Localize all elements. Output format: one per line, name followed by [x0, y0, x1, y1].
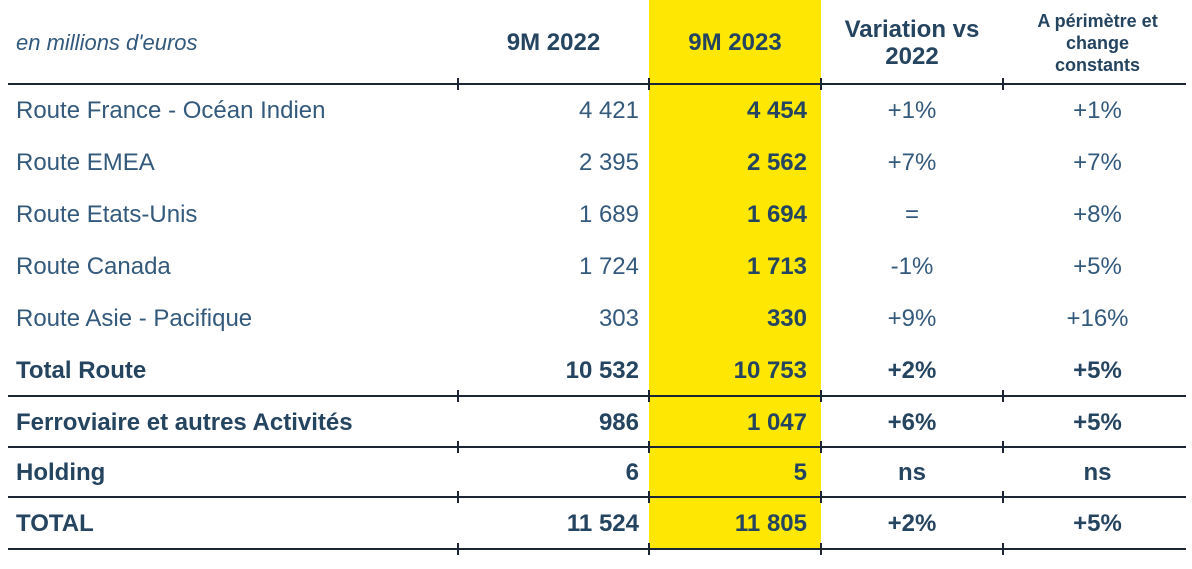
value-9m2023: 330 [766, 305, 807, 332]
value-constant: +7% [1073, 149, 1122, 176]
row-label: Route Asie - Pacifique [16, 305, 253, 332]
table-row-route-asie-pacifique: Route Asie - Pacifique 303 330 +9% +16% [0, 293, 1192, 345]
value-9m2022: 303 [598, 305, 639, 332]
value-9m2022: 1 724 [578, 253, 639, 280]
value-9m2023: 4 454 [746, 97, 807, 124]
value-variation: +9% [887, 305, 937, 332]
value-variation: = [904, 201, 919, 228]
table-row-holding: Holding 6 5 ns ns [0, 448, 1192, 498]
row-label: Total Route [16, 357, 147, 384]
table-row-route-canada: Route Canada 1 724 1 713 -1% +5% [0, 241, 1192, 293]
column-tick [457, 543, 459, 555]
value-variation: -1% [890, 253, 934, 280]
row-label: Route Etats-Unis [16, 201, 198, 228]
table-row-route-etats-unis: Route Etats-Unis 1 689 1 694 = +8% [0, 189, 1192, 241]
value-9m2022: 11 524 [566, 510, 639, 537]
table-body: Route France - Océan Indien 4 421 4 454 … [0, 85, 1192, 550]
column-tick [648, 491, 650, 503]
column-header-variation: Variation vs 2022 [844, 15, 980, 70]
table-row-route-emea: Route EMEA 2 395 2 562 +7% +7% [0, 137, 1192, 189]
table-row-route-france-ocean-indien: Route France - Océan Indien 4 421 4 454 … [0, 85, 1192, 137]
value-9m2022: 4 421 [578, 97, 639, 124]
row-label: Route EMEA [16, 149, 155, 176]
highlight-column-9m2023 [649, 0, 821, 550]
value-constant: ns [1083, 459, 1112, 486]
column-tick [820, 78, 822, 90]
value-constant: +5% [1073, 253, 1122, 280]
rule-under-holding [8, 491, 1186, 503]
column-tick [457, 78, 459, 90]
column-tick [1002, 441, 1004, 453]
value-9m2023: 1 047 [746, 408, 807, 436]
value-9m2023: 5 [793, 459, 807, 486]
row-label: Route France - Océan Indien [16, 97, 326, 124]
column-tick [820, 543, 822, 555]
unit-caption: en millions d'euros [16, 29, 198, 55]
value-9m2023: 2 562 [746, 149, 807, 176]
row-label: Route Canada [16, 253, 171, 280]
value-constant: +5% [1073, 408, 1122, 436]
value-constant: +5% [1073, 357, 1122, 384]
column-tick [820, 491, 822, 503]
table-row-total: TOTAL 11 524 11 805 +2% +5% [0, 498, 1192, 550]
value-variation: +2% [887, 357, 937, 384]
table-header: en millions d'euros 9M 2022 9M 2023 Vari… [0, 0, 1192, 85]
value-variation: ns [897, 459, 926, 486]
column-tick [1002, 390, 1004, 402]
column-header-9m2022: 9M 2022 [506, 29, 601, 56]
row-label: Holding [16, 459, 106, 486]
column-header-9m2023: 9M 2023 [688, 29, 782, 56]
rule-under-total-route [8, 390, 1186, 402]
column-tick [457, 390, 459, 402]
value-9m2023: 1 694 [746, 201, 807, 228]
column-tick [648, 390, 650, 402]
column-tick [1002, 543, 1004, 555]
value-variation: +7% [887, 149, 937, 176]
column-tick [1002, 491, 1004, 503]
rule-under-total [8, 543, 1186, 555]
value-constant: +5% [1073, 510, 1122, 537]
column-tick [648, 78, 650, 90]
column-header-constant: A périmètre et change constants [1037, 10, 1158, 75]
rule-under-ferroviaire [8, 441, 1186, 453]
value-9m2023: 11 805 [734, 510, 807, 537]
value-variation: +6% [887, 408, 937, 436]
value-constant: +16% [1066, 305, 1129, 332]
value-variation: +2% [887, 510, 937, 537]
value-9m2022: 2 395 [578, 149, 639, 176]
column-tick [457, 441, 459, 453]
column-tick [457, 491, 459, 503]
value-constant: +1% [1073, 97, 1122, 124]
row-label: Ferroviaire et autres Activités [16, 408, 353, 436]
column-tick [1002, 78, 1004, 90]
table-row-ferroviaire-et-autres-activites: Ferroviaire et autres Activités 986 1 04… [0, 397, 1192, 448]
column-tick [820, 390, 822, 402]
table-row-total-route: Total Route 10 532 10 753 +2% +5% [0, 345, 1192, 397]
value-9m2022: 1 689 [578, 201, 639, 228]
value-variation: +1% [887, 97, 937, 124]
row-label: TOTAL [16, 510, 94, 537]
value-9m2022: 6 [625, 459, 639, 486]
value-9m2023: 1 713 [746, 253, 807, 280]
value-constant: +8% [1073, 201, 1122, 228]
column-tick [648, 441, 650, 453]
value-9m2022: 986 [598, 408, 639, 436]
column-tick [648, 543, 650, 555]
column-tick [820, 441, 822, 453]
value-9m2023: 10 753 [733, 357, 807, 384]
value-9m2022: 10 532 [565, 357, 639, 384]
rule-under-header [8, 78, 1186, 90]
